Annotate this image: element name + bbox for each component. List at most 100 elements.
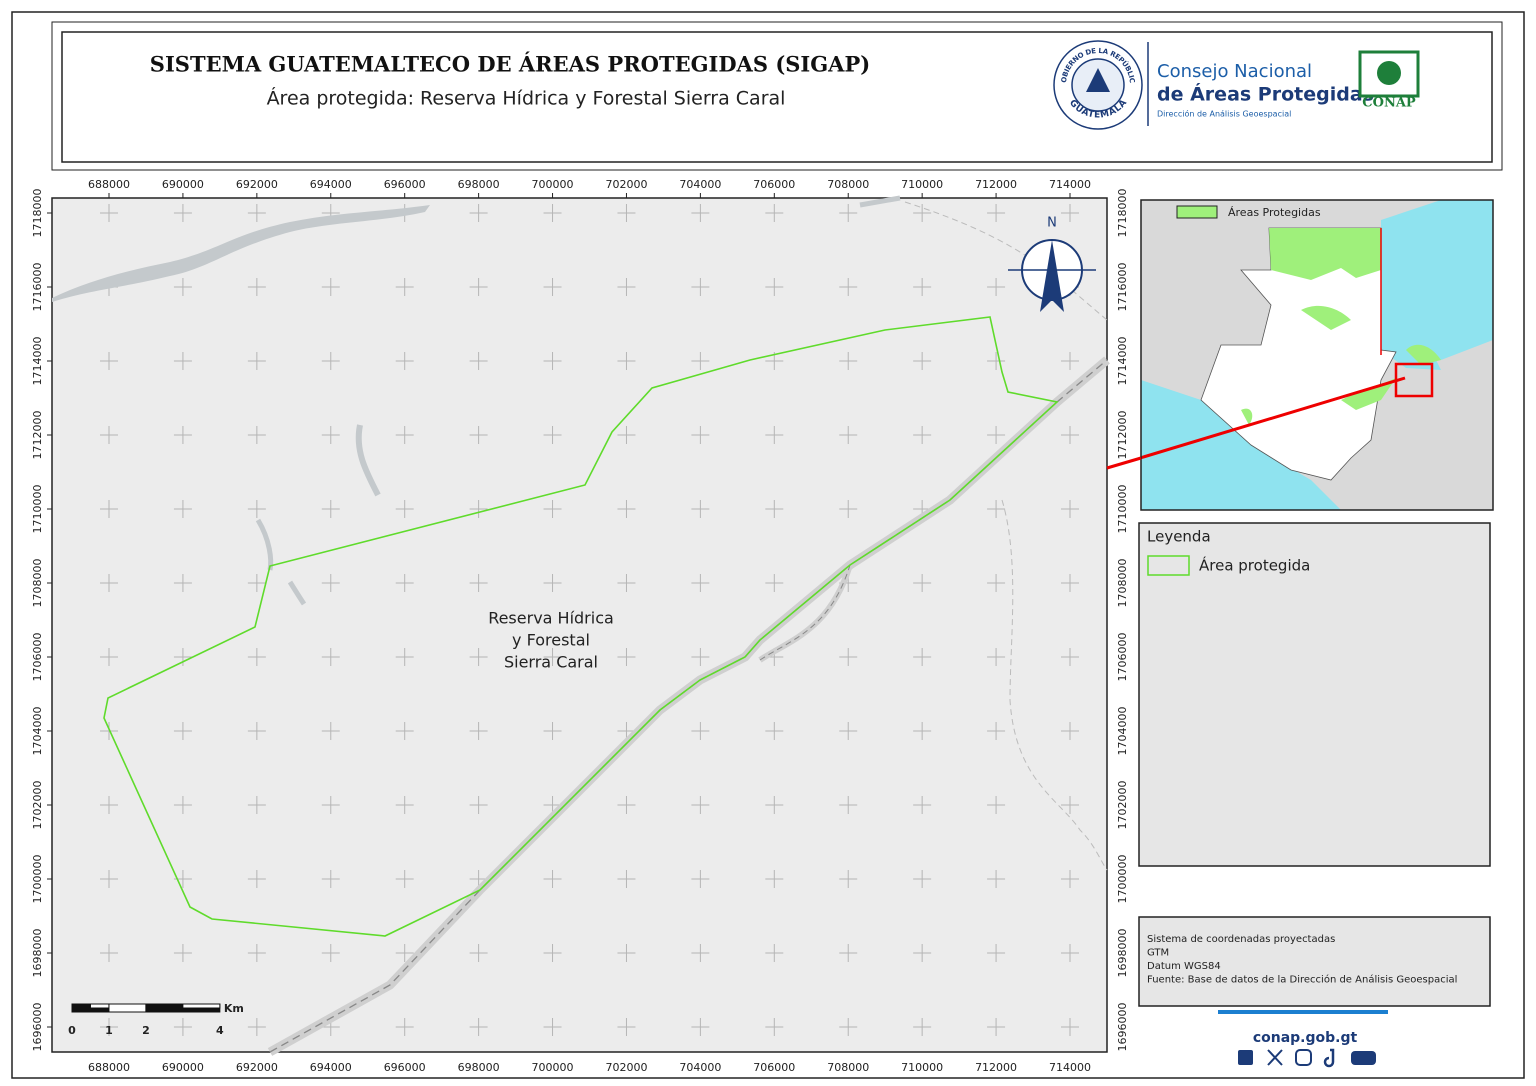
grid-cross [100,944,118,962]
grid-cross [469,722,488,740]
grid-cross [691,796,710,814]
grid-cross [1061,204,1079,222]
footer-bar [1218,1010,1388,1014]
x-tick-label: 710000 [901,178,943,191]
y-tick-label: 1706000 [31,633,44,682]
x-tick-label: 712000 [975,178,1017,191]
scale-segment [182,1003,221,1009]
y-tick-label: 1716000 [1116,263,1129,312]
grid-cross [765,426,784,444]
grid-cross [987,722,1006,740]
grid-cross [913,1018,932,1036]
grid-cross [173,1018,192,1036]
x-tick-label: 694000 [310,1061,352,1074]
grid-cross [543,870,562,888]
y-tick-label: 1708000 [31,559,44,608]
scale-label: 1 [105,1024,113,1037]
y-tick-label: 1710000 [31,485,44,534]
grid-cross [839,1018,858,1036]
grid-cross [987,204,1006,222]
grid-cross [543,722,562,740]
grid-cross [543,648,562,666]
grid-cross [173,796,192,814]
grid-cross [691,870,710,888]
grid-cross [765,722,784,740]
footer-url: conap.gob.gt [1253,1030,1358,1046]
grid-cross [913,204,932,222]
grid-cross [395,796,414,814]
conap-line1: Consejo Nacional [1157,61,1312,82]
conap-badge: CONAP [1362,96,1416,111]
x-tick-label: 688000 [88,1061,130,1074]
grid-cross [913,648,932,666]
grid-cross [913,944,932,962]
grid-cross [987,796,1006,814]
grid-cross [543,944,562,962]
grid-cross [987,648,1006,666]
y-tick-label: 1710000 [1116,485,1129,534]
grid-cross [173,426,192,444]
north-label: N [1047,216,1057,231]
grid-cross [839,352,858,370]
grid-cross [987,500,1006,518]
grid-cross [839,204,858,222]
grid-cross [173,574,192,592]
grid-cross [247,500,266,518]
grid-cross [1061,574,1079,592]
grid-cross [321,722,340,740]
grid-cross [691,574,710,592]
grid-cross [395,870,414,888]
grid-cross [913,352,932,370]
grid-cross [617,500,636,518]
grid-cross [1061,1018,1079,1036]
grid-cross [469,944,488,962]
grid-cross [100,500,118,518]
area-label: Reserva Hídrica [488,609,614,628]
grid-cross [321,944,340,962]
grid-cross [100,352,118,370]
grid-cross [543,796,562,814]
scale-label: 4 [216,1024,224,1037]
grid-cross [321,352,340,370]
grid-cross [100,426,118,444]
x-tick-label: 704000 [679,1061,721,1074]
grid-cross [173,204,192,222]
river [52,205,430,302]
grid-cross [1061,722,1079,740]
grid-cross [913,574,932,592]
grid-cross [617,204,636,222]
grid-cross [913,278,932,296]
grid-cross [839,870,858,888]
y-tick-label: 1712000 [31,411,44,460]
x-tick-label: 700000 [532,178,574,191]
grid-cross [543,574,562,592]
grid-cross [469,648,488,666]
grid-cross [543,352,562,370]
title: SISTEMA GUATEMALTECO DE ÁREAS PROTEGIDAS… [150,52,870,77]
x-tick-label: 714000 [1049,178,1091,191]
grid-cross [913,722,932,740]
grid-cross [839,500,858,518]
grid-cross [100,1018,118,1036]
grid-cross [469,278,488,296]
grid-cross [765,944,784,962]
y-tick-label: 1696000 [1116,1003,1129,1052]
grid-cross [691,722,710,740]
x-tick-label: 692000 [236,178,278,191]
grid-cross [617,574,636,592]
grid-cross [321,870,340,888]
grid-cross [321,426,340,444]
scale-label: 0 [68,1024,76,1037]
road-center [759,564,851,661]
grid-cross [395,574,414,592]
grid-cross [543,278,562,296]
subtitle: Área protegida: Reserva Hídrica y Forest… [267,87,786,110]
x-tick-label: 708000 [827,178,869,191]
y-tick-label: 1708000 [1116,559,1129,608]
grid-cross [100,204,118,222]
grid-cross [691,204,710,222]
grid-cross [247,722,266,740]
grid-cross [321,648,340,666]
grid-cross [321,278,340,296]
grid-cross [987,352,1006,370]
